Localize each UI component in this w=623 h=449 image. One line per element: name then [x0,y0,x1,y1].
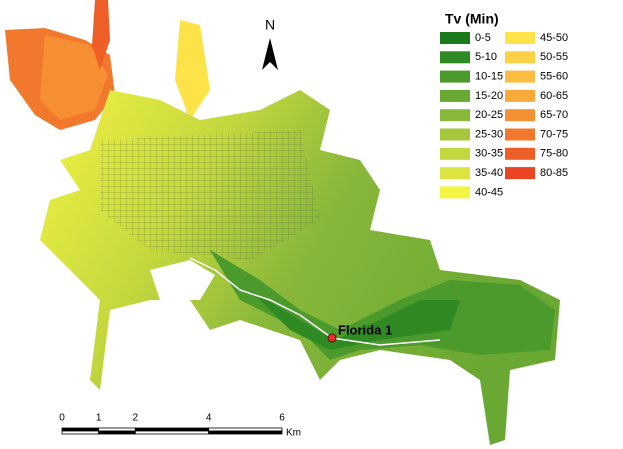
scale-segment [208,430,283,435]
north-arrow-shape [262,38,278,70]
site-label: Florida 1 [338,322,392,337]
scale-segment [208,427,283,432]
scale-segment [98,427,136,432]
legend-swatch [440,186,470,199]
legend-label: 30-35 [475,148,503,160]
legend-label: 15-20 [475,90,503,102]
scale-label: 2 [133,413,139,424]
legend: Tv (Min) 0-5 5-10 10-15 15-20 20-25 25-30 30-3… [440,11,568,199]
scale-bar: 0 1 2 4 6Km [59,413,301,439]
region-valley-core [250,290,460,350]
site-marker [327,333,337,343]
scale-label: 4 [206,413,212,424]
region-valley [210,250,555,360]
legend-label: 60-65 [540,90,568,102]
legend-swatch [505,147,535,160]
legend-swatch [505,128,535,141]
legend-label: 70-75 [540,128,568,140]
scale-label: 6 [279,413,285,424]
lake [150,260,215,300]
river [189,257,441,346]
scale-unit: Km [286,428,301,439]
scale-segment [134,427,210,432]
legend-label: 50-55 [540,51,568,63]
scale-segment [61,427,100,432]
legend-swatch [440,128,470,141]
legend-title: Tv (Min) [445,11,499,27]
scale-label: 1 [96,413,102,424]
scale-segment [98,430,136,435]
urban-grid [100,130,320,260]
scale-segment [61,430,100,435]
region-north-spur [92,0,110,70]
legend-swatch [505,109,535,122]
legend-swatch [440,109,470,122]
legend-label: 40-45 [475,186,503,198]
legend-swatch [505,70,535,83]
legend-label: 5-10 [475,51,497,63]
legend-swatch [440,32,470,44]
legend-swatch [440,147,470,160]
legend-label: 75-80 [540,148,568,160]
legend-label: 20-25 [475,109,503,121]
legend-label: 55-60 [540,71,568,83]
legend-swatch [505,89,535,102]
legend-label: 65-70 [540,109,568,121]
legend-label: 0-5 [475,32,491,44]
legend-swatch [505,167,535,180]
legend-label: 35-40 [475,167,503,179]
scale-segment [134,430,210,435]
legend-swatch [505,51,535,64]
legend-label: 45-50 [540,32,568,44]
legend-label: 80-85 [540,167,568,179]
legend-swatch [440,167,470,180]
legend-swatch [440,51,470,64]
north-label: N [265,17,275,33]
legend-swatch [505,32,535,44]
north-arrow: N [262,17,278,70]
legend-swatch [440,89,470,102]
legend-label: 25-30 [475,128,503,140]
region-northwest-inner [40,35,108,120]
legend-swatch [440,70,470,83]
region-north-arm [175,20,210,120]
scale-label: 0 [59,413,65,424]
legend-label: 10-15 [475,71,503,83]
